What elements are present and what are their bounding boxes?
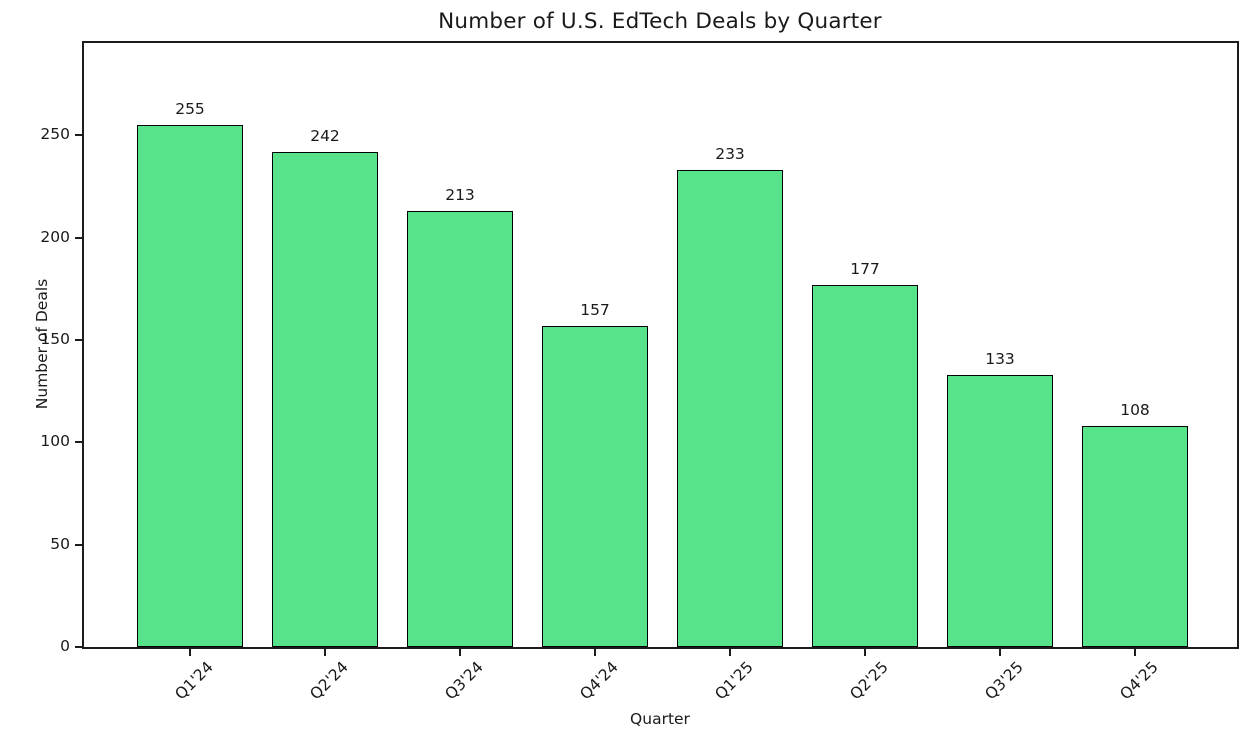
y-tick-label: 200	[40, 227, 70, 246]
bar-value-label: 213	[445, 185, 475, 204]
x-tick-label: Q2'24	[306, 658, 352, 704]
bar-value-label: 255	[175, 99, 205, 118]
bar	[812, 284, 918, 647]
y-axis-tick	[75, 543, 82, 546]
bar	[407, 210, 513, 647]
y-axis-tick	[75, 646, 82, 648]
bar	[1082, 425, 1188, 647]
x-tick-label: Q3'25	[981, 658, 1027, 704]
y-tick-label: 150	[40, 329, 70, 348]
x-tick-label: Q1'24	[171, 658, 217, 704]
y-axis-tick	[75, 338, 82, 341]
y-tick-label: 50	[50, 534, 70, 553]
bar-value-label: 242	[310, 126, 340, 145]
bar	[137, 124, 243, 647]
bar	[947, 374, 1053, 647]
bar-value-label: 177	[850, 259, 880, 278]
x-axis-tick	[864, 649, 866, 656]
x-axis-tick	[729, 649, 731, 656]
y-axis-tick	[75, 236, 82, 239]
x-tick-label: Q1'25	[711, 658, 757, 704]
bar-value-label: 133	[985, 349, 1015, 368]
x-tick-label: Q4'24	[576, 658, 622, 704]
y-axis-tick	[75, 134, 82, 137]
y-tick-label: 250	[40, 125, 70, 144]
bar	[677, 169, 783, 647]
plot-area: 0 50 100 150 200 250 255 Q1'24 242 Q2'24 213 Q3'24 1…	[40, 41, 1239, 703]
x-axis-label: Quarter	[630, 710, 690, 728]
y-tick-label: 100	[40, 432, 70, 451]
y-axis-tick	[75, 441, 82, 444]
bar	[272, 151, 378, 647]
chart-title: Number of U.S. EdTech Deals by Quarter	[438, 9, 882, 34]
x-tick-label: Q3'24	[441, 658, 487, 704]
bar-value-label: 233	[715, 144, 745, 163]
x-axis-tick	[1134, 649, 1136, 656]
x-axis-tick	[594, 649, 596, 656]
y-tick-label: 0	[60, 637, 70, 655]
bar	[542, 325, 648, 647]
x-tick-label: Q4'25	[1116, 658, 1162, 704]
x-axis-tick	[999, 649, 1001, 656]
x-axis-tick	[324, 649, 326, 656]
x-axis-tick	[189, 649, 191, 656]
x-tick-label: Q2'25	[846, 658, 892, 704]
bar-value-label: 157	[580, 300, 610, 319]
bar-value-label: 108	[1120, 400, 1150, 419]
x-axis-tick	[459, 649, 461, 656]
